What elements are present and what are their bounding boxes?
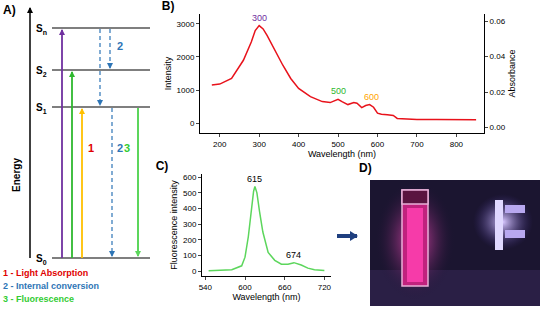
svg-text:600: 600 bbox=[371, 140, 385, 149]
svg-text:300: 300 bbox=[252, 13, 267, 23]
svg-text:615: 615 bbox=[247, 174, 262, 184]
svg-text:0: 0 bbox=[192, 267, 197, 276]
svg-text:500: 500 bbox=[331, 86, 346, 96]
svg-text:200: 200 bbox=[213, 140, 227, 149]
svg-text:A): A) bbox=[3, 3, 16, 17]
svg-text:800: 800 bbox=[450, 140, 464, 149]
svg-text:300: 300 bbox=[183, 220, 197, 229]
svg-text:3: 3 bbox=[124, 142, 130, 154]
svg-text:C): C) bbox=[156, 160, 169, 173]
svg-text:Energy: Energy bbox=[11, 158, 22, 192]
svg-text:700: 700 bbox=[410, 140, 424, 149]
svg-text:400: 400 bbox=[183, 204, 197, 213]
svg-text:2 - Internal conversion: 2 - Internal conversion bbox=[3, 281, 99, 291]
svg-text:1 - Light Absorption: 1 - Light Absorption bbox=[3, 268, 88, 278]
svg-text:Sn: Sn bbox=[36, 23, 47, 36]
svg-text:Intensity: Intensity bbox=[163, 56, 173, 90]
svg-text:500: 500 bbox=[331, 140, 345, 149]
svg-text:600: 600 bbox=[238, 283, 252, 292]
svg-text:674: 674 bbox=[286, 250, 301, 260]
svg-text:540: 540 bbox=[199, 283, 213, 292]
svg-text:3 - Fluorescence: 3 - Fluorescence bbox=[3, 294, 74, 304]
svg-text:2000: 2000 bbox=[177, 53, 195, 62]
svg-text:S1: S1 bbox=[36, 102, 47, 115]
svg-text:0.06: 0.06 bbox=[490, 17, 506, 26]
svg-text:S0: S0 bbox=[36, 253, 47, 266]
svg-text:B): B) bbox=[162, 0, 175, 13]
svg-text:Wavelength (nm): Wavelength (nm) bbox=[308, 149, 376, 159]
svg-text:Fluorescence intensity: Fluorescence intensity bbox=[169, 180, 179, 270]
svg-text:D): D) bbox=[359, 161, 372, 175]
svg-text:660: 660 bbox=[278, 283, 292, 292]
svg-text:0.00: 0.00 bbox=[490, 123, 506, 132]
svg-text:400: 400 bbox=[292, 140, 306, 149]
svg-text:500: 500 bbox=[183, 189, 197, 198]
svg-text:100: 100 bbox=[183, 251, 197, 260]
svg-text:Absorbance: Absorbance bbox=[507, 49, 517, 97]
svg-text:S2: S2 bbox=[36, 65, 47, 78]
svg-text:2: 2 bbox=[117, 40, 123, 52]
svg-text:Wavelength (nm): Wavelength (nm) bbox=[232, 292, 300, 302]
svg-text:720: 720 bbox=[318, 283, 332, 292]
svg-text:2: 2 bbox=[117, 142, 123, 154]
svg-text:0.02: 0.02 bbox=[490, 88, 506, 97]
svg-text:300: 300 bbox=[252, 140, 266, 149]
svg-text:600: 600 bbox=[364, 92, 379, 102]
svg-text:0.04: 0.04 bbox=[490, 52, 506, 61]
svg-text:0: 0 bbox=[190, 119, 195, 128]
svg-text:1000: 1000 bbox=[177, 86, 195, 95]
svg-text:3000: 3000 bbox=[177, 20, 195, 29]
svg-text:200: 200 bbox=[183, 236, 197, 245]
svg-text:600: 600 bbox=[183, 173, 197, 182]
svg-text:1: 1 bbox=[88, 142, 94, 154]
